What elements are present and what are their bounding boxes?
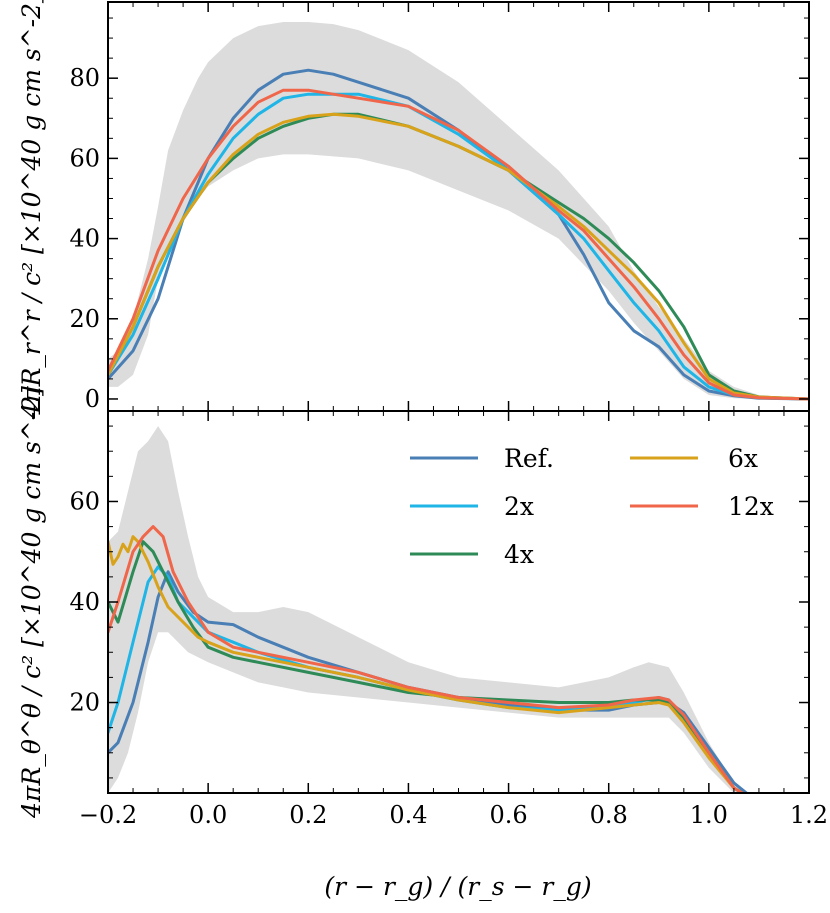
legend-label-12x: 12x bbox=[728, 492, 774, 521]
series-line-4x bbox=[108, 540, 746, 793]
x-tick-label: −0.2 bbox=[79, 801, 137, 829]
series-line-2x bbox=[108, 92, 809, 401]
top-y-axis-label: 4πR_r^r / c² [×10^40 g cm s^-2] bbox=[17, 0, 46, 420]
y-tick-label: 20 bbox=[69, 689, 100, 717]
y-tick-label: 80 bbox=[69, 64, 100, 92]
series-line-12x bbox=[108, 88, 809, 401]
bottom-y-axis-label: 4πR_θ^θ / c² [×10^40 g cm s^-2] bbox=[17, 386, 46, 819]
legend: Ref. 2x 4x 6x 12x bbox=[410, 444, 774, 569]
x-tick-label: 0.8 bbox=[590, 801, 628, 829]
series-line-12x bbox=[108, 525, 746, 793]
legend-label-6x: 6x bbox=[728, 444, 758, 473]
x-tick-label: 0.0 bbox=[189, 801, 227, 829]
top-panel: 0 20 40 60 80 4πR_r^r / c² [×10^40 g cm s^-2… bbox=[17, 0, 810, 420]
spread-band bbox=[108, 22, 809, 399]
x-tick-label: 0.2 bbox=[289, 801, 327, 829]
x-tick-label: 1.0 bbox=[690, 801, 728, 829]
x-tick-label: 1.2 bbox=[790, 801, 828, 829]
x-axis-label: (r − r_g) / (r_s − r_g) bbox=[324, 872, 591, 901]
bottom-axes-frame bbox=[107, 410, 810, 794]
y-tick-label: 40 bbox=[69, 588, 100, 616]
y-tick-label: 60 bbox=[69, 487, 100, 515]
series-line-ref bbox=[108, 68, 809, 401]
y-tick-label: 20 bbox=[69, 305, 100, 333]
series-line-6x bbox=[108, 112, 809, 401]
y-tick-label: 60 bbox=[69, 144, 100, 172]
legend-label-ref: Ref. bbox=[504, 444, 554, 473]
y-tick-label: 40 bbox=[69, 225, 100, 253]
legend-label-2x: 2x bbox=[504, 492, 534, 521]
bottom-panel: 20 40 60 −0.2 0.0 0.2 0.4 0.6 0.8 1.0 1.2 4πR_θ^θ … bbox=[17, 386, 828, 901]
x-tick-label: 0.6 bbox=[489, 801, 527, 829]
x-tick-label: 0.4 bbox=[389, 801, 427, 829]
y-tick-label: 0 bbox=[85, 385, 100, 413]
series-line-6x bbox=[108, 535, 746, 793]
spread-band bbox=[108, 426, 747, 793]
legend-label-4x: 4x bbox=[504, 540, 534, 569]
